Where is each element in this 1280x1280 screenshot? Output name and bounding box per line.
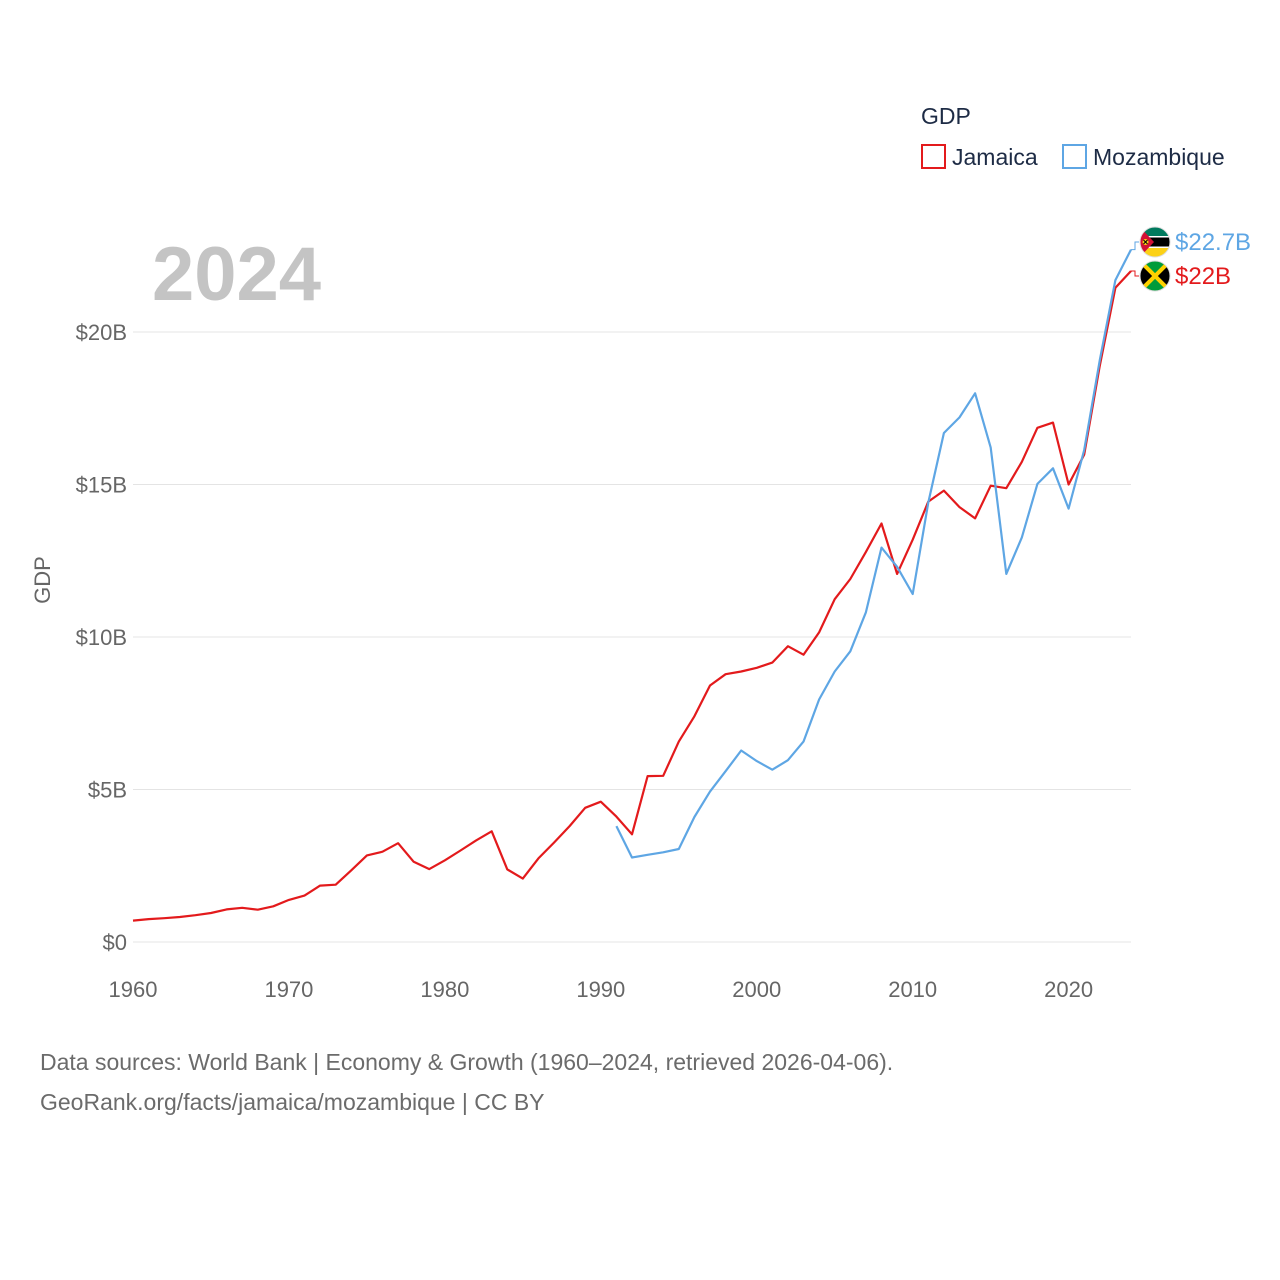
y-tick-label: $15B [76,473,127,498]
mozambique-flag-icon [1140,227,1170,257]
y-axis-title: GDP [30,556,55,604]
end-label-jamaica: $22B [1175,263,1231,290]
source-note: Data sources: World Bank | Economy & Gro… [40,1042,893,1122]
y-tick-label: $0 [103,930,127,955]
gridlines [133,331,1131,943]
x-tick-label: 2010 [888,977,937,1002]
x-tick-label: 1980 [420,977,469,1002]
legend-title: GDP [921,103,971,129]
x-tick-label: 1970 [264,977,313,1002]
series-line-jamaica[interactable] [132,270,1132,922]
mozambique-flag-border [1139,226,1171,258]
x-tick-label: 1960 [109,977,158,1002]
x-axis-ticks: 1960 1970 1980 1990 2000 2010 2020 [109,977,1094,1002]
legend-item-mozambique[interactable]: Mozambique [1062,144,1225,170]
end-connector-jamaica [1131,270,1139,277]
end-labels: $22B $22.7B [1131,229,1251,290]
y-tick-label: $20B [76,320,127,345]
series-line-mozambique[interactable] [615,249,1132,859]
y-tick-label: $5B [88,778,127,803]
legend[interactable]: GDP Jamaica Mozambique [921,103,1225,170]
legend-item-jamaica[interactable]: Jamaica [921,144,1038,170]
x-tick-label: 1990 [576,977,625,1002]
legend-label-jamaica: Jamaica [952,144,1038,170]
legend-swatch-mozambique [1062,144,1087,169]
y-axis-ticks: $0 $5B $10B $15B $20B [76,320,127,955]
source-line: Data sources: World Bank | Economy & Gro… [40,1049,894,1075]
series-lines [132,249,1132,922]
credit-line[interactable]: GeoRank.org/facts/jamaica/mozambique | C… [40,1089,545,1115]
y-tick-label: $10B [76,625,127,650]
legend-label-mozambique: Mozambique [1093,144,1225,170]
legend-swatch-jamaica [921,144,946,169]
jamaica-flag-icon [1140,261,1170,291]
end-label-mozambique: $22.7B [1175,229,1251,256]
end-connector-mozambique [1131,241,1139,251]
gdp-line-chart: $0 $5B $10B $15B $20B 1960 1970 1980 1990 2000 20… [30,103,1251,1002]
year-label: 2024 [152,232,321,317]
x-tick-label: 2000 [732,977,781,1002]
x-tick-label: 2020 [1044,977,1093,1002]
jamaica-flag-border [1139,260,1171,292]
